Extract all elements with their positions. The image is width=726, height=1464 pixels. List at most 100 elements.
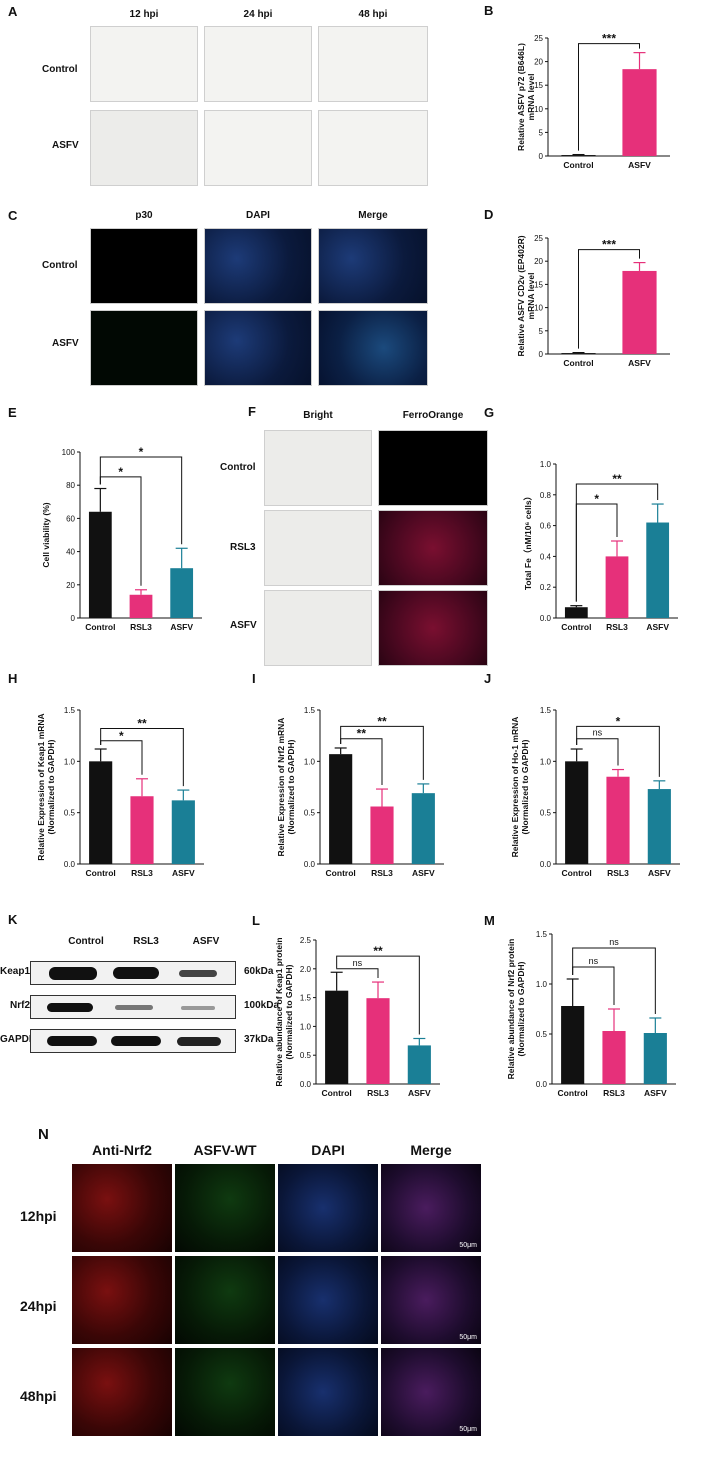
significance-bracket-j bbox=[576, 725, 660, 777]
if-48hpi-asfv-wt bbox=[175, 1348, 275, 1436]
row-label-control: Control bbox=[42, 64, 78, 75]
if-48hpi-merge: 50μm bbox=[381, 1348, 481, 1436]
x-tick-label-m: ASFV bbox=[644, 1088, 667, 1098]
micrograph-control-48hpi bbox=[318, 26, 428, 102]
bar-g bbox=[646, 522, 670, 618]
y-axis-label-i: (Normalized to GAPDH) bbox=[286, 739, 296, 834]
x-tick-label-l: RSL3 bbox=[367, 1088, 389, 1098]
bar-e bbox=[170, 568, 194, 618]
y-tick-label-e: 100 bbox=[62, 448, 76, 457]
band-keap1-control bbox=[49, 967, 97, 980]
x-tick-label-g: Control bbox=[561, 622, 591, 632]
y-axis-label-m: (Normalized to GAPDH) bbox=[516, 961, 526, 1056]
micrograph-asfv-24hpi bbox=[204, 110, 312, 186]
x-tick-label-i: ASFV bbox=[412, 868, 435, 878]
bar-m bbox=[561, 1006, 585, 1084]
lane-label-asfv: ASFV bbox=[192, 936, 220, 947]
band-nrf2-asfv bbox=[181, 1006, 215, 1010]
bar-m bbox=[602, 1031, 626, 1084]
y-tick-label-i: 0.5 bbox=[304, 809, 316, 818]
y-tick-label-h: 1.0 bbox=[64, 757, 76, 766]
y-axis-label-i: Relative Expression of Nrf2 mRNA bbox=[276, 718, 286, 857]
panel-label-e: E bbox=[8, 405, 17, 420]
size-label-nrf2: 100kDa bbox=[244, 1000, 280, 1011]
panel-label-j: J bbox=[484, 671, 491, 686]
x-tick-label-g: ASFV bbox=[646, 622, 669, 632]
y-axis-label-l: (Normalized to GAPDH) bbox=[284, 964, 294, 1059]
y-axis-label-b: Relative ASFV p72 (B646L) bbox=[516, 43, 526, 151]
x-tick-label-d: ASFV bbox=[628, 358, 651, 368]
y-axis-label-d: mRNA level bbox=[526, 273, 536, 320]
y-tick-label-d: 15 bbox=[534, 280, 543, 289]
micrograph-control-12hpi bbox=[90, 26, 198, 102]
y-tick-label-e: 40 bbox=[66, 548, 75, 557]
y-axis-label-d: Relative ASFV CD2v (EP402R) bbox=[516, 235, 526, 356]
panel-label-b: B bbox=[484, 3, 493, 18]
x-tick-label-g: RSL3 bbox=[606, 622, 628, 632]
bar-h bbox=[130, 796, 154, 864]
y-tick-label-e: 20 bbox=[66, 581, 75, 590]
if-24hpi-anti-nrf2 bbox=[72, 1256, 172, 1344]
y-tick-label-g: 0.2 bbox=[540, 583, 552, 592]
y-tick-label-b: 5 bbox=[539, 128, 544, 137]
row-label-control: Control bbox=[42, 260, 78, 271]
micrograph-asfv-48hpi bbox=[318, 110, 428, 186]
if-48hpi-anti-nrf2 bbox=[72, 1348, 172, 1436]
band-gapdh-control bbox=[47, 1036, 97, 1046]
significance-bracket-h bbox=[100, 727, 184, 787]
scale-bar-label: 50μm bbox=[459, 1334, 477, 1341]
if-12hpi-asfv-wt bbox=[175, 1164, 275, 1252]
col-label-p30: p30 bbox=[135, 210, 153, 221]
y-tick-label-d: 10 bbox=[534, 304, 543, 313]
scale-bar-label: 50μm bbox=[459, 1426, 477, 1433]
protein-label-gapdh: GAPDH bbox=[0, 1034, 37, 1045]
significance-label-j: * bbox=[616, 714, 621, 728]
bar-i bbox=[329, 754, 353, 864]
y-tick-label-m: 0.0 bbox=[536, 1080, 548, 1089]
y-tick-label-i: 1.5 bbox=[304, 706, 316, 715]
size-label-gapdh: 37kDa bbox=[244, 1034, 274, 1045]
band-keap1-asfv bbox=[179, 970, 217, 977]
col-label-12hpi: 12 hpi bbox=[129, 9, 159, 20]
panel-label-m: M bbox=[484, 913, 495, 928]
y-tick-label-l: 0.0 bbox=[300, 1080, 312, 1089]
band-keap1-rsl3 bbox=[113, 967, 159, 979]
image-asfv-ferroorange bbox=[378, 590, 488, 666]
significance-label-h: * bbox=[119, 729, 124, 743]
if-24hpi-merge: 50μm bbox=[381, 1256, 481, 1344]
y-tick-label-b: 20 bbox=[534, 58, 543, 67]
y-tick-label-h: 0.0 bbox=[64, 860, 76, 869]
if-24hpi-asfv-wt bbox=[175, 1256, 275, 1344]
significance-label-m: ns bbox=[589, 956, 599, 966]
bar-l bbox=[366, 998, 390, 1084]
bar-e bbox=[88, 511, 112, 618]
row-label-rsl3: RSL3 bbox=[230, 542, 256, 553]
bar-j bbox=[565, 761, 589, 864]
significance-label-i: ** bbox=[377, 714, 387, 728]
fluor-asfv-p30 bbox=[90, 310, 198, 386]
y-tick-label-i: 1.0 bbox=[304, 757, 316, 766]
bar-i bbox=[411, 793, 435, 864]
x-tick-label-l: Control bbox=[322, 1088, 352, 1098]
y-tick-label-e: 60 bbox=[66, 514, 75, 523]
x-tick-label-j: RSL3 bbox=[607, 868, 629, 878]
y-tick-label-l: 2.5 bbox=[300, 936, 312, 945]
bar-j bbox=[606, 776, 630, 864]
bar-b bbox=[622, 69, 657, 156]
col-label-merge: Merge bbox=[358, 210, 388, 221]
y-tick-label-g: 0.0 bbox=[540, 614, 552, 623]
significance-label-g: * bbox=[594, 492, 599, 506]
bar-j bbox=[647, 789, 671, 864]
col-label-merge: Merge bbox=[410, 1142, 452, 1158]
y-tick-label-m: 0.5 bbox=[536, 1030, 548, 1039]
significance-bracket-b bbox=[578, 43, 640, 151]
row-label-12hpi: 12hpi bbox=[20, 1208, 57, 1224]
bar-d bbox=[561, 353, 596, 354]
y-tick-label-g: 0.4 bbox=[540, 552, 552, 561]
bar-h bbox=[89, 761, 113, 864]
x-tick-label-j: ASFV bbox=[648, 868, 671, 878]
y-tick-label-m: 1.0 bbox=[536, 980, 548, 989]
y-tick-label-d: 25 bbox=[534, 234, 543, 243]
significance-bracket-l bbox=[336, 968, 379, 979]
y-tick-label-b: 25 bbox=[534, 34, 543, 43]
